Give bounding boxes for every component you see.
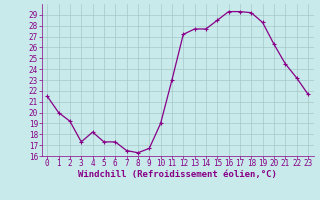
X-axis label: Windchill (Refroidissement éolien,°C): Windchill (Refroidissement éolien,°C) [78,170,277,179]
